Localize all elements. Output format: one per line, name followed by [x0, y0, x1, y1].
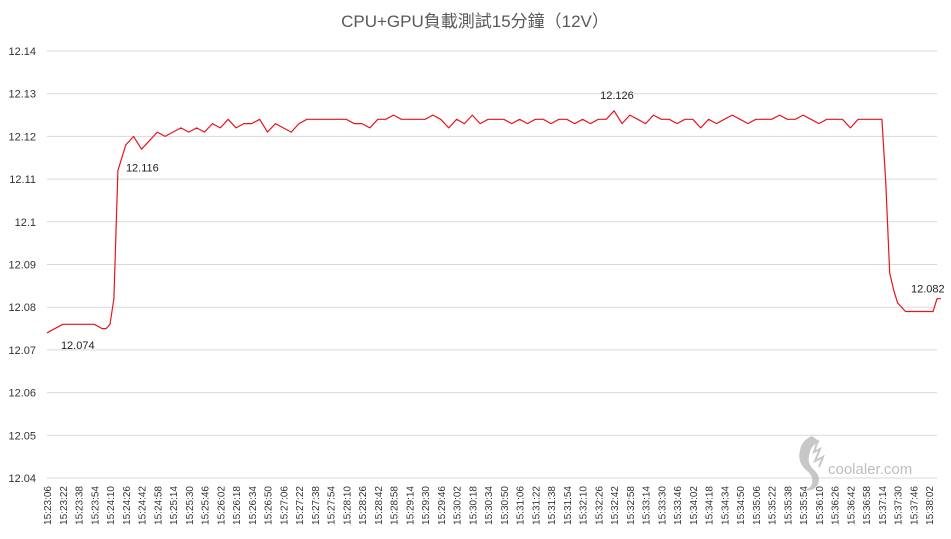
x-tick-label: 15:31:06	[516, 486, 527, 525]
x-tick-label: 15:32:42	[610, 486, 621, 525]
x-tick-label: 15:37:14	[878, 486, 889, 525]
x-tick-label: 15:32:26	[594, 486, 605, 525]
x-tick-label: 15:31:22	[531, 486, 542, 525]
data-label: 12.074	[61, 340, 95, 352]
x-tick-label: 15:37:46	[909, 486, 920, 525]
x-tick-label: 15:30:34	[484, 486, 495, 525]
x-tick-label: 15:25:30	[185, 486, 196, 525]
x-tick-label: 15:38:02	[925, 486, 936, 525]
data-label: 12.126	[600, 90, 634, 102]
x-tick-label: 15:26:50	[264, 486, 275, 525]
y-tick-label: 12.08	[8, 302, 36, 314]
x-tick-label: 15:35:22	[768, 486, 779, 525]
x-tick-label: 15:31:54	[563, 486, 574, 525]
x-tick-label: 15:27:38	[311, 486, 322, 525]
y-tick-label: 12.05	[8, 430, 36, 442]
x-tick-label: 15:32:58	[626, 486, 637, 525]
x-tick-label: 15:27:06	[279, 486, 290, 525]
y-tick-label: 12.09	[8, 260, 36, 272]
x-tick-label: 15:27:54	[327, 486, 338, 525]
x-tick-label: 15:28:26	[358, 486, 369, 525]
y-tick-label: 12.1	[15, 217, 36, 229]
y-tick-label: 12.12	[8, 131, 36, 143]
x-tick-label: 15:31:38	[547, 486, 558, 525]
x-tick-label: 15:23:22	[59, 486, 70, 525]
y-tick-label: 12.06	[8, 388, 36, 400]
x-tick-label: 15:25:14	[169, 486, 180, 525]
x-tick-label: 15:23:54	[90, 486, 101, 525]
x-tick-label: 15:30:18	[468, 486, 479, 525]
x-axis-ticks: 15:23:06 15:23:22 15:23:38 15:23:54 15:24:10…	[43, 486, 936, 525]
y-tick-label: 12.14	[8, 46, 36, 58]
x-tick-label: 15:34:18	[705, 486, 716, 525]
y-tick-label: 12.11	[9, 174, 36, 186]
x-tick-label: 15:24:58	[153, 486, 164, 525]
x-tick-label: 15:36:26	[831, 486, 842, 525]
x-tick-label: 15:29:14	[405, 486, 416, 525]
x-tick-label: 15:33:30	[657, 486, 668, 525]
x-tick-label: 15:35:38	[783, 486, 794, 525]
x-tick-label: 15:24:10	[106, 486, 117, 525]
x-tick-label: 15:23:06	[43, 486, 54, 525]
x-tick-label: 15:30:02	[453, 486, 464, 525]
x-tick-label: 15:25:46	[201, 486, 212, 525]
data-label: 12.082	[911, 284, 945, 296]
x-tick-label: 15:29:46	[437, 486, 448, 525]
x-tick-label: 15:34:50	[736, 486, 747, 525]
x-tick-label: 15:35:06	[752, 486, 763, 525]
x-tick-label: 15:37:30	[894, 486, 905, 525]
x-tick-label: 15:30:50	[500, 486, 511, 525]
chart-title: CPU+GPU負載測試15分鐘（12V）	[341, 12, 609, 31]
x-tick-label: 15:28:10	[342, 486, 353, 525]
x-tick-label: 15:23:38	[75, 486, 86, 525]
x-tick-label: 15:34:02	[689, 486, 700, 525]
x-tick-label: 15:28:58	[390, 486, 401, 525]
data-label: 12.116	[126, 162, 159, 174]
x-tick-label: 15:26:02	[216, 486, 227, 525]
coolaler-logo-icon	[799, 436, 823, 490]
y-axis-ticks: 12.04 12.05 12.06 12.07 12.08 12.09 12.1 12.11 1…	[8, 46, 36, 485]
y-tick-label: 12.13	[8, 89, 36, 101]
x-tick-label: 15:24:42	[138, 486, 149, 525]
x-tick-label: 15:34:34	[720, 486, 731, 525]
y-tick-label: 12.07	[8, 345, 36, 357]
watermark-text: coolaler.com	[828, 461, 912, 478]
x-tick-label: 15:24:26	[122, 486, 133, 525]
x-tick-label: 15:29:30	[421, 486, 432, 525]
x-tick-label: 15:36:10	[815, 486, 826, 525]
x-tick-label: 15:35:54	[799, 486, 810, 525]
x-tick-label: 15:26:34	[248, 486, 259, 525]
x-tick-label: 15:33:46	[673, 486, 684, 525]
x-tick-label: 15:32:10	[579, 486, 590, 525]
x-tick-label: 15:26:18	[232, 486, 243, 525]
x-tick-label: 15:27:22	[295, 486, 306, 525]
x-tick-label: 15:36:58	[862, 486, 873, 525]
watermark: coolaler.com	[799, 436, 912, 490]
x-tick-label: 15:33:14	[642, 486, 653, 525]
x-tick-label: 15:28:42	[374, 486, 385, 525]
y-tick-label: 12.04	[8, 473, 36, 485]
x-tick-label: 15:36:42	[846, 486, 857, 525]
